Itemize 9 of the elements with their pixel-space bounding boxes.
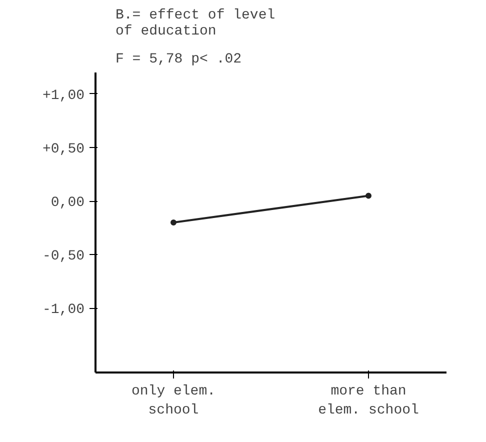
y-tick-label: 0,00 — [50, 195, 85, 212]
text: F = 5,78 p< .02 — [116, 52, 242, 68]
chart-title: B.= effect of level of education — [116, 8, 276, 40]
y-tick-label: -0,50 — [42, 248, 85, 265]
x-tick-label: more than elem. school — [318, 384, 419, 419]
y-tick-label: -1,00 — [42, 302, 85, 318]
x-tick-label: only elem. school — [131, 384, 216, 419]
y-tick-label: +1,00 — [42, 88, 85, 104]
y-tick-label: +0,50 — [42, 142, 85, 158]
